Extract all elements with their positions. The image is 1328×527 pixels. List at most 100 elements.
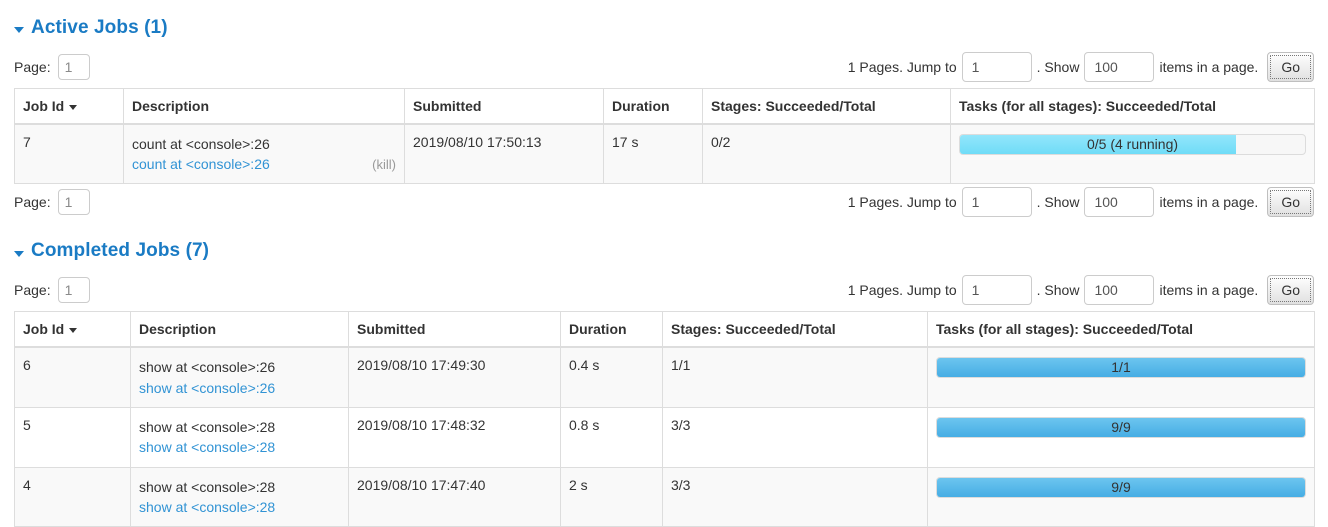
sort-descending-icon [69, 104, 78, 110]
column-header-label: Stages: Succeeded/Total [711, 97, 876, 114]
active-jobs-table: Job Id Description Submitted Duration St… [14, 87, 1315, 185]
completed-jobs-table-body: 6 show at <console>:26 show at <console>… [14, 346, 1315, 527]
cell-description: show at <console>:28 show at <console>:2… [130, 466, 349, 527]
column-header-duration[interactable]: Duration [603, 88, 703, 125]
column-header-stages[interactable]: Stages: Succeeded/Total [662, 311, 928, 349]
job-description-link[interactable]: show at <console>:28 [139, 498, 276, 515]
jump-to-input[interactable] [961, 187, 1032, 218]
column-header-stages[interactable]: Stages: Succeeded/Total [702, 88, 951, 125]
cell-tasks: 9/9 [927, 406, 1315, 468]
page-label: Page: [14, 194, 51, 211]
table-row: 5 show at <console>:28 show at <console>… [14, 406, 1315, 468]
cell-tasks: 0/5 (4 running) [950, 123, 1315, 184]
task-progress-fill [937, 358, 1305, 378]
cell-submitted: 2019/08/10 17:50:13 [404, 123, 604, 184]
pager-left-group: Page: [14, 53, 90, 80]
cell-tasks: 9/9 [927, 466, 1315, 527]
cell-job-id: 6 [14, 346, 131, 408]
column-header-label: Description [139, 321, 217, 338]
job-description-link[interactable]: count at <console>:26 [132, 156, 270, 173]
completed-jobs-table-head: Job Id Description Submitted Duration St… [14, 311, 1315, 349]
column-header-label: Stages: Succeeded/Total [671, 321, 836, 338]
job-description-link[interactable]: show at <console>:28 [139, 439, 276, 456]
items-in-page-label: items in a page. [1159, 58, 1259, 75]
page-label: Page: [14, 282, 51, 299]
jump-to-input[interactable] [961, 275, 1032, 306]
column-header-description[interactable]: Description [130, 311, 349, 349]
completed-jobs-pager-top: Page: 1 Pages. Jump to . Show items in a… [14, 272, 1314, 311]
pager-left-group: Page: [14, 277, 90, 304]
column-header-label: Job Id [23, 321, 65, 338]
go-button[interactable]: Go [1267, 187, 1314, 218]
column-header-description[interactable]: Description [123, 88, 405, 125]
column-header-label: Duration [612, 97, 670, 114]
column-header-duration[interactable]: Duration [560, 311, 663, 349]
cell-stages: 0/2 [702, 123, 951, 184]
items-in-page-label: items in a page. [1159, 282, 1259, 299]
go-button[interactable]: Go [1267, 51, 1314, 82]
column-header-job-id[interactable]: Job Id [14, 311, 131, 349]
cell-job-id: 7 [14, 123, 124, 184]
pager-right-group: 1 Pages. Jump to . Show items in a page.… [847, 275, 1314, 306]
pages-jump-label: 1 Pages. Jump to [847, 282, 957, 299]
active-jobs-table-body: 7 count at <console>:26 count at <consol… [14, 123, 1315, 184]
job-description-text: show at <console>:26 [139, 359, 276, 376]
task-progress-fill [960, 134, 1236, 154]
task-progress-bar: 9/9 [936, 416, 1306, 438]
column-header-label: Duration [569, 321, 627, 338]
cell-description: show at <console>:28 show at <console>:2… [130, 406, 349, 468]
job-description-text: show at <console>:28 [139, 418, 276, 435]
job-description-text: show at <console>:28 [139, 478, 276, 495]
show-label: . Show [1036, 194, 1080, 211]
show-items-input[interactable] [1084, 275, 1155, 306]
jump-to-input[interactable] [961, 51, 1032, 82]
column-header-submitted[interactable]: Submitted [348, 311, 561, 349]
column-header-submitted[interactable]: Submitted [404, 88, 604, 125]
active-jobs-pager-top: Page: 1 Pages. Jump to . Show items in a… [14, 49, 1314, 88]
active-jobs-title: Active Jobs (1) [31, 17, 168, 38]
completed-jobs-table: Job Id Description Submitted Duration St… [14, 311, 1315, 527]
column-header-job-id[interactable]: Job Id [14, 88, 124, 125]
cell-duration: 17 s [603, 123, 703, 184]
cell-tasks: 1/1 [927, 346, 1315, 408]
items-in-page-label: items in a page. [1159, 194, 1259, 211]
column-header-tasks[interactable]: Tasks (for all stages): Succeeded/Total [927, 311, 1315, 349]
show-items-input[interactable] [1084, 51, 1155, 82]
cell-duration: 2 s [560, 466, 663, 527]
page-number-input[interactable] [57, 277, 90, 304]
completed-jobs-title: Completed Jobs (7) [31, 240, 210, 262]
job-description-text: count at <console>:26 [132, 135, 270, 152]
pages-jump-label: 1 Pages. Jump to [847, 194, 957, 211]
cell-stages: 3/3 [662, 406, 928, 468]
cell-job-id: 4 [14, 466, 131, 527]
task-progress-label: 9/9 [1111, 418, 1131, 435]
task-progress-bar: 9/9 [936, 476, 1306, 498]
cell-duration: 0.8 s [560, 406, 663, 468]
show-items-input[interactable] [1084, 187, 1155, 218]
active-jobs-table-head: Job Id Description Submitted Duration St… [14, 88, 1315, 125]
pager-right-group: 1 Pages. Jump to . Show items in a page.… [847, 187, 1314, 218]
table-row: 7 count at <console>:26 count at <consol… [14, 123, 1315, 184]
pager-left-group: Page: [14, 189, 90, 216]
task-progress-bar: 0/5 (4 running) [959, 133, 1306, 155]
go-button[interactable]: Go [1267, 275, 1314, 306]
caret-down-icon [14, 27, 24, 34]
page-label: Page: [14, 58, 51, 75]
job-description-link[interactable]: show at <console>:26 [139, 379, 276, 396]
task-progress-bar: 1/1 [936, 357, 1306, 379]
kill-job-link[interactable]: (kill) [372, 157, 396, 173]
show-label: . Show [1036, 282, 1080, 299]
task-progress-label: 9/9 [1111, 478, 1131, 495]
column-header-tasks[interactable]: Tasks (for all stages): Succeeded/Total [950, 88, 1315, 125]
column-header-label: Job Id [23, 97, 65, 114]
page-number-input[interactable] [57, 53, 90, 80]
active-jobs-section-header[interactable]: Active Jobs (1) [14, 0, 1314, 49]
column-header-label: Submitted [413, 97, 482, 114]
cell-description: count at <console>:26 count at <console>… [123, 123, 405, 184]
task-progress-label: 0/5 (4 running) [1086, 135, 1179, 152]
sort-descending-icon [69, 328, 78, 334]
pager-right-group: 1 Pages. Jump to . Show items in a page.… [848, 51, 1314, 82]
page-number-input[interactable] [57, 189, 90, 216]
completed-jobs-section-header[interactable]: Completed Jobs (7) [14, 223, 1314, 272]
